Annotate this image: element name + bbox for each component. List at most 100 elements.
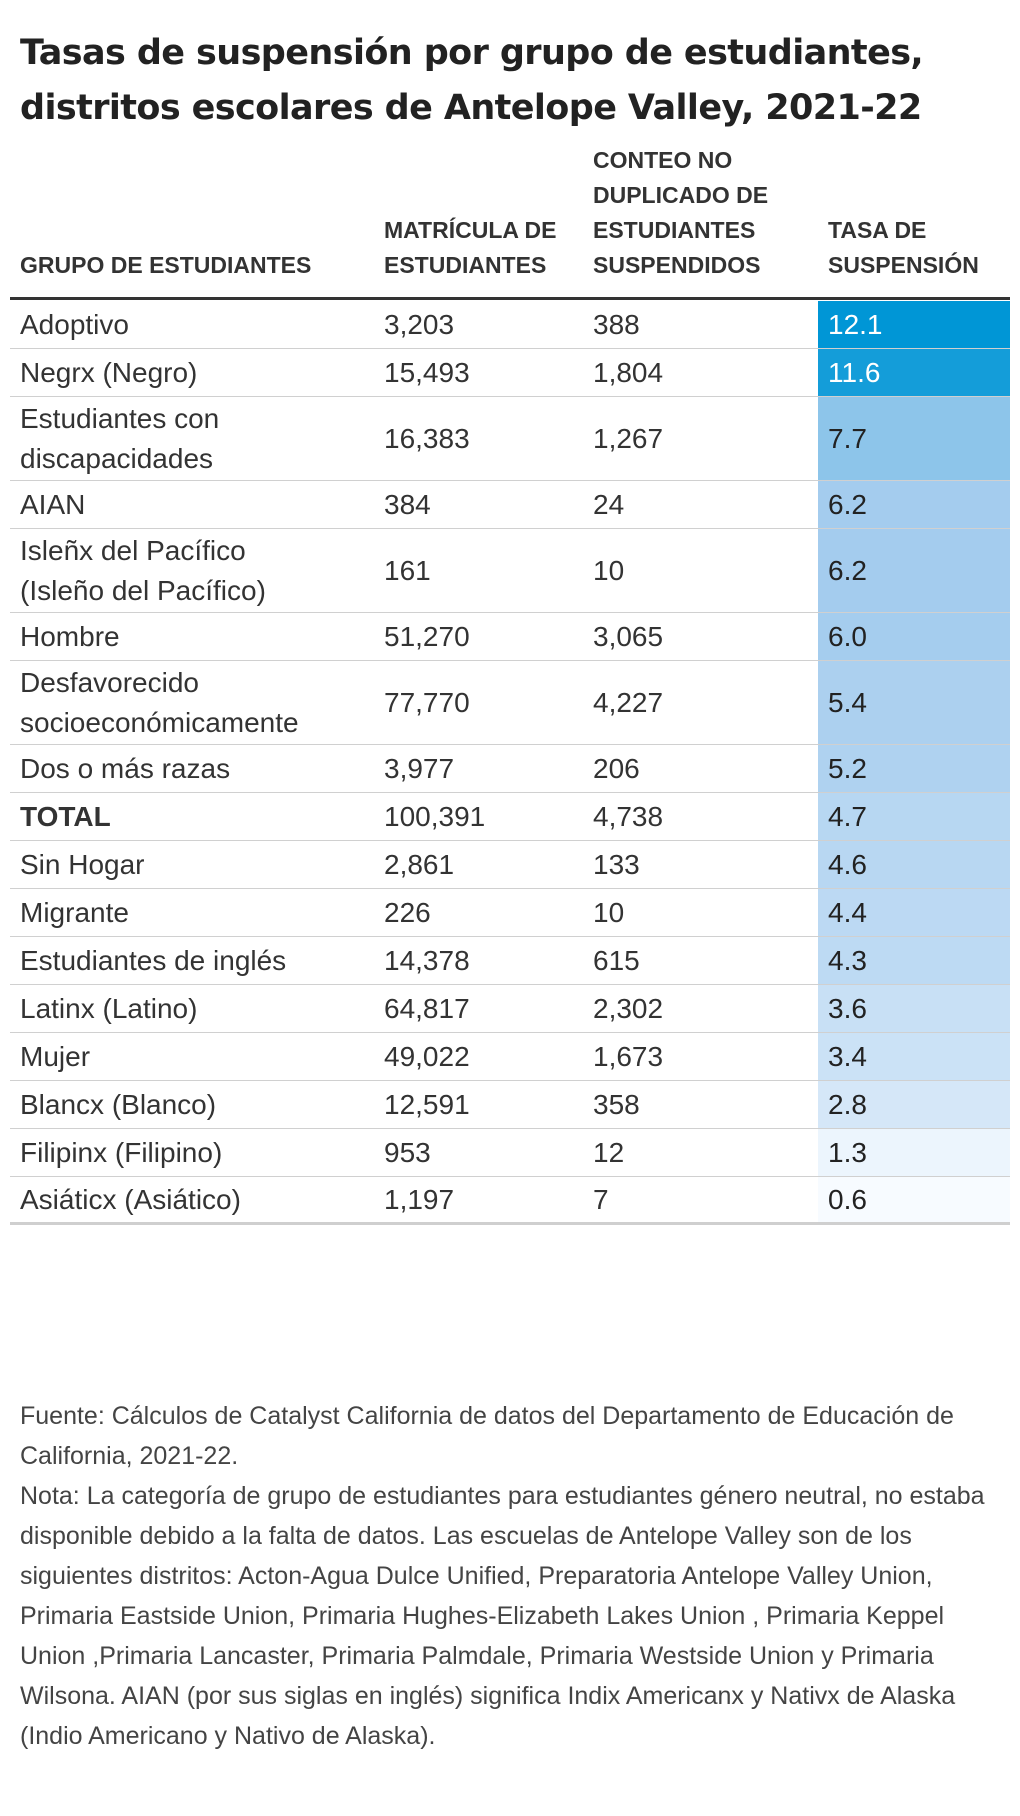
- suspension-rate-cell: 3.4: [818, 1033, 1010, 1080]
- methodology-note: Nota: La categoría de grupo de estudiant…: [20, 1482, 985, 1750]
- student-group-cell: Dos o más razas: [20, 745, 380, 792]
- suspension-rate-cell: 5.2: [818, 745, 1010, 792]
- student-group-cell: Desfavorecido socioeconómicamente: [20, 661, 380, 744]
- table-body: Adoptivo 3,203 388 12.1 Negrx (Negro) 15,493 1…: [10, 301, 1010, 1225]
- column-header-student-group: GRUPO DE ESTUDIANTES: [20, 248, 311, 283]
- enrollment-cell: 2,861: [384, 848, 455, 880]
- chart-title: Tasas de suspensión por grupo de estudia…: [20, 26, 1000, 136]
- suspended-count-cell: 206: [593, 752, 640, 784]
- enrollment-cell: 1,197: [384, 1183, 455, 1215]
- suspension-rate-cell: 7.7: [818, 397, 1010, 480]
- suspension-rate-cell: 1.3: [818, 1129, 1010, 1176]
- student-group-cell: TOTAL: [20, 793, 380, 840]
- suspension-rate-cell: 0.6: [818, 1177, 1010, 1222]
- column-header-line: DUPLICADO DE: [593, 182, 769, 208]
- enrollment-cell: 161: [384, 554, 431, 586]
- student-group-label: Filipinx (Filipino): [20, 1136, 223, 1168]
- footnotes: Fuente: Cálculos de Catalyst California …: [20, 1396, 1005, 1756]
- enrollment-cell: 384: [384, 488, 431, 520]
- student-group-label: Isleñx del Pacífico: [20, 534, 246, 566]
- student-group-cell: Asiáticx (Asiático): [20, 1177, 380, 1222]
- table-header-row: GRUPO DE ESTUDIANTES MATRÍCULA DE ESTUDI…: [10, 147, 1010, 300]
- student-group-label: discapacidades: [20, 442, 214, 474]
- suspended-count-cell: 358: [593, 1088, 640, 1120]
- suspension-rate-cell: 5.4: [818, 661, 1010, 744]
- student-group-label: Negrx (Negro): [20, 356, 198, 388]
- suspended-count-cell: 4,738: [593, 800, 664, 832]
- student-group-cell: AIAN: [20, 481, 380, 528]
- suspended-count-cell: 4,227: [593, 686, 664, 718]
- student-group-cell: Hombre: [20, 613, 380, 660]
- table-row: Blancx (Blanco) 12,591 358 2.8: [10, 1081, 1010, 1129]
- enrollment-cell: 12,591: [384, 1088, 470, 1120]
- table-row: Migrante 226 10 4.4: [10, 889, 1010, 937]
- suspension-rate-cell: 4.4: [818, 889, 1010, 936]
- table-row: Asiáticx (Asiático) 1,197 7 0.6: [10, 1177, 1010, 1225]
- column-header-line: GRUPO DE ESTUDIANTES: [20, 252, 312, 278]
- suspension-rate-cell: 12.1: [818, 301, 1010, 348]
- suspended-count-cell: 615: [593, 944, 640, 976]
- table-row: Negrx (Negro) 15,493 1,804 11.6: [10, 349, 1010, 397]
- suspended-count-cell: 10: [593, 896, 625, 928]
- enrollment-cell: 16,383: [384, 422, 470, 454]
- enrollment-cell: 3,977: [384, 752, 455, 784]
- student-group-label: Asiáticx (Asiático): [20, 1183, 241, 1215]
- enrollment-cell: 77,770: [384, 686, 470, 718]
- student-group-cell: Adoptivo: [20, 301, 380, 348]
- student-group-label: Hombre: [20, 620, 120, 652]
- suspension-rate-cell: 11.6: [818, 349, 1010, 396]
- table-row: Desfavorecido socioeconómicamente 77,770 4,…: [10, 661, 1010, 745]
- enrollment-cell: 3,203: [384, 308, 455, 340]
- column-header-enrollment: MATRÍCULA DE ESTUDIANTES: [384, 213, 556, 283]
- enrollment-cell: 15,493: [384, 356, 470, 388]
- enrollment-cell: 226: [384, 896, 431, 928]
- student-group-cell: Blancx (Blanco): [20, 1081, 380, 1128]
- suspension-rate-cell: 6.0: [818, 613, 1010, 660]
- chart-title-line: distritos escolares de Antelope Valley, …: [20, 88, 922, 128]
- suspended-count-cell: 133: [593, 848, 640, 880]
- student-group-cell: Filipinx (Filipino): [20, 1129, 380, 1176]
- source-note: Fuente: Cálculos de Catalyst California …: [20, 1402, 954, 1470]
- table-row: Adoptivo 3,203 388 12.1: [10, 301, 1010, 349]
- suspended-count-cell: 10: [593, 554, 625, 586]
- suspension-rate-cell: 4.7: [818, 793, 1010, 840]
- table-row: Sin Hogar 2,861 133 4.6: [10, 841, 1010, 889]
- suspension-rate-cell: 4.6: [818, 841, 1010, 888]
- suspension-rate-cell: 2.8: [818, 1081, 1010, 1128]
- column-header-line: MATRÍCULA DE: [384, 217, 557, 243]
- student-group-label: Adoptivo: [20, 308, 129, 340]
- student-group-cell: Negrx (Negro): [20, 349, 380, 396]
- student-group-label: Migrante: [20, 896, 129, 928]
- student-group-cell: Estudiantes con discapacidades: [20, 397, 380, 480]
- student-group-label: TOTAL: [20, 800, 111, 832]
- student-group-label: Estudiantes con: [20, 402, 220, 434]
- suspension-rate-cell: 3.6: [818, 985, 1010, 1032]
- column-header-line: CONTEO NO: [593, 147, 733, 173]
- table-row: Mujer 49,022 1,673 3.4: [10, 1033, 1010, 1081]
- enrollment-cell: 100,391: [384, 800, 486, 832]
- table-row: TOTAL 100,391 4,738 4.7: [10, 793, 1010, 841]
- enrollment-cell: 953: [384, 1136, 431, 1168]
- student-group-cell: Isleñx del Pacífico (Isleño del Pacífico): [20, 529, 380, 612]
- table-row: Isleñx del Pacífico (Isleño del Pacífico)…: [10, 529, 1010, 613]
- column-header-line: SUSPENDIDOS: [593, 252, 761, 278]
- student-group-label: (Isleño del Pacífico): [20, 574, 266, 606]
- table-row: AIAN 384 24 6.2: [10, 481, 1010, 529]
- suspended-count-cell: 7: [593, 1183, 609, 1215]
- table-row: Estudiantes de inglés 14,378 615 4.3: [10, 937, 1010, 985]
- suspended-count-cell: 24: [593, 488, 625, 520]
- suspension-rate-cell: 6.2: [818, 529, 1010, 612]
- student-group-cell: Estudiantes de inglés: [20, 937, 380, 984]
- suspended-count-cell: 388: [593, 308, 640, 340]
- table-row: Latinx (Latino) 64,817 2,302 3.6: [10, 985, 1010, 1033]
- student-group-label: Blancx (Blanco): [20, 1088, 217, 1120]
- chart-title-line: Tasas de suspensión por grupo de estudia…: [20, 33, 924, 73]
- suspended-count-cell: 12: [593, 1136, 625, 1168]
- student-group-cell: Latinx (Latino): [20, 985, 380, 1032]
- student-group-cell: Sin Hogar: [20, 841, 380, 888]
- table-row: Filipinx (Filipino) 953 12 1.3: [10, 1129, 1010, 1177]
- table-row: Hombre 51,270 3,065 6.0: [10, 613, 1010, 661]
- suspended-count-cell: 1,267: [593, 422, 664, 454]
- column-header-line: ESTUDIANTES: [593, 217, 756, 243]
- enrollment-cell: 51,270: [384, 620, 470, 652]
